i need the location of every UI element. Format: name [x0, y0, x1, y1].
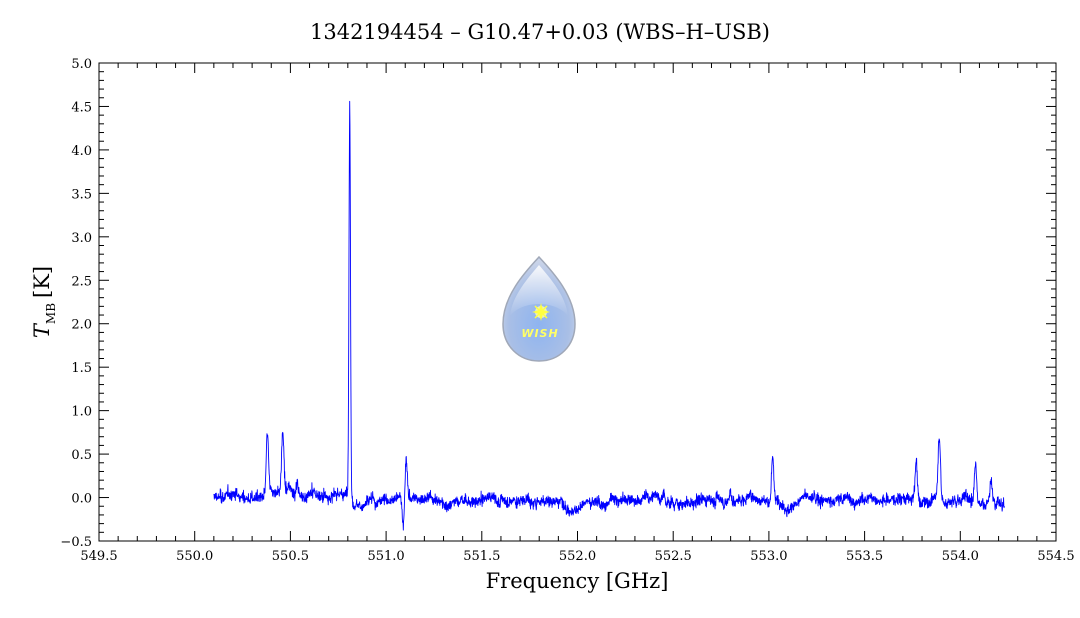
x-tick-label: 552.0	[559, 549, 596, 564]
y-axis-subscript: MB	[44, 303, 58, 324]
y-tick-label: 5.0	[71, 57, 92, 72]
star-icon	[532, 303, 550, 321]
y-tick-label: 0.0	[71, 492, 92, 507]
y-tick-label: 0.5	[71, 448, 92, 463]
y-tick-label: −0.5	[60, 535, 92, 550]
y-axis-unit: [K]	[30, 266, 54, 298]
x-axis-label: Frequency [GHz]	[486, 569, 669, 593]
wish-logo: WISH	[502, 255, 576, 362]
y-axis-label: TMB [K]	[30, 266, 58, 338]
y-tick-label: 4.0	[71, 144, 92, 159]
y-tick-label: 1.5	[71, 361, 92, 376]
x-tick-label: 551.5	[463, 549, 500, 564]
x-tick-label: 550.5	[272, 549, 309, 564]
x-tick-label: 553.5	[846, 549, 883, 564]
x-tick-label: 554.5	[1037, 549, 1074, 564]
x-tick-labels: 549.5 550.0 550.5 551.0 551.5 552.0 552.5 553.0…	[80, 549, 1074, 564]
x-tick-label: 552.5	[655, 549, 692, 564]
y-tick-label: 3.0	[71, 231, 92, 246]
x-tick-label: 553.0	[750, 549, 787, 564]
logo-text: WISH	[521, 327, 558, 340]
y-tick-label: 3.5	[71, 187, 92, 202]
y-tick-label: 2.5	[71, 274, 92, 289]
x-tick-label: 554.0	[942, 549, 979, 564]
y-tick-labels: −0.5 0.0 0.5 1.0 1.5 2.0 2.5 3.0 3.5 4.0 4.5 5.0	[60, 57, 92, 550]
y-tick-label: 4.5	[71, 100, 92, 115]
x-tick-label: 550.0	[176, 549, 213, 564]
y-axis-symbol: T	[30, 322, 54, 338]
spectrum-line	[213, 100, 1005, 531]
x-tick-label: 551.0	[367, 549, 404, 564]
axis-ticks	[98, 62, 1057, 542]
y-tick-label: 2.0	[71, 318, 92, 333]
plot-frame	[98, 62, 1057, 542]
x-tick-label: 549.5	[80, 549, 117, 564]
y-tick-label: 1.0	[71, 405, 92, 420]
chart-title: 1342194454 – G10.47+0.03 (WBS–H–USB)	[310, 20, 770, 44]
